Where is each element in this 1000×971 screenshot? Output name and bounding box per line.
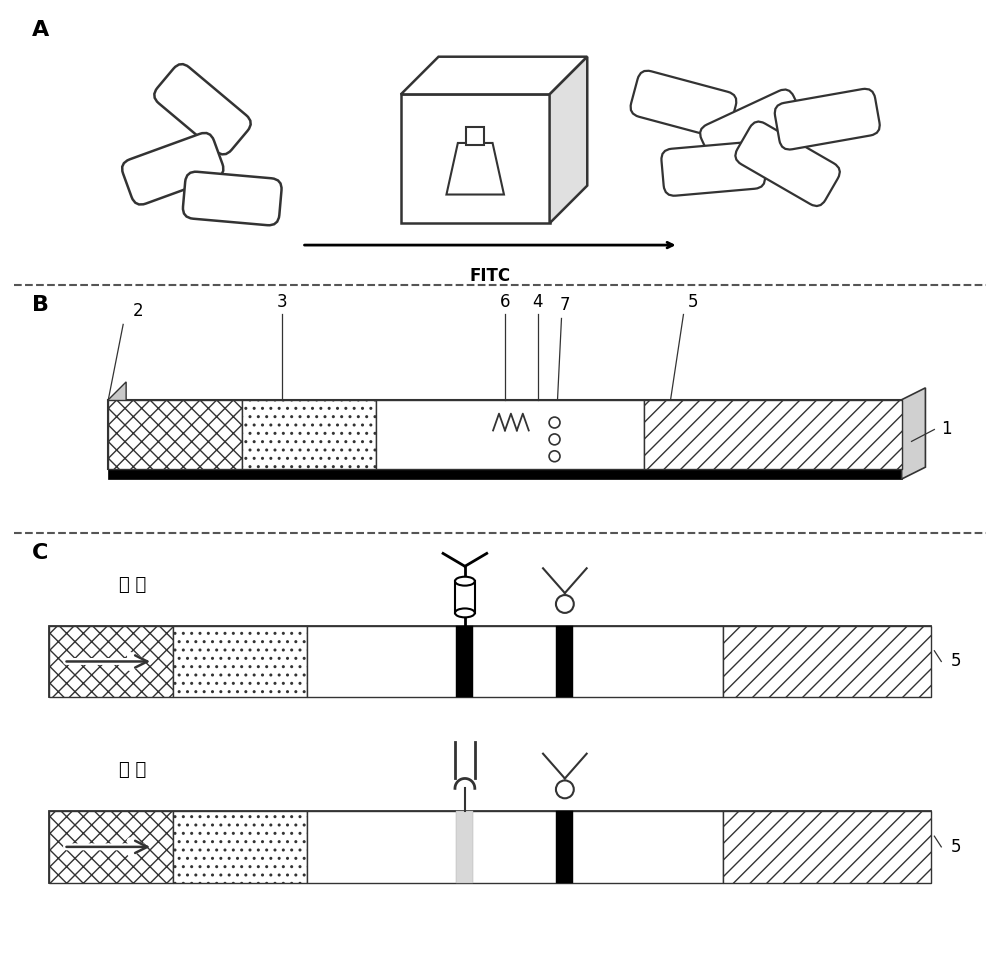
Bar [108, 400, 242, 469]
Bar [723, 625, 931, 697]
Text: 3: 3 [277, 292, 287, 311]
FancyBboxPatch shape [735, 121, 840, 206]
Bar [723, 811, 931, 883]
Polygon shape [902, 387, 925, 479]
Bar [108, 400, 902, 469]
Bar [401, 94, 550, 223]
FancyBboxPatch shape [122, 133, 223, 205]
Text: 阳 性: 阳 性 [119, 576, 147, 594]
Polygon shape [401, 56, 587, 94]
Bar [49, 811, 931, 883]
Bar [173, 811, 307, 883]
FancyBboxPatch shape [661, 142, 765, 196]
Text: FITC: FITC [470, 267, 511, 285]
Bar [49, 811, 173, 883]
Circle shape [549, 418, 560, 428]
Bar [644, 400, 902, 469]
Bar [307, 811, 723, 883]
Circle shape [549, 451, 560, 461]
Text: 5: 5 [688, 292, 699, 311]
Text: 5: 5 [951, 653, 962, 671]
Bar [556, 811, 573, 883]
Text: B: B [32, 294, 49, 315]
Text: A: A [32, 20, 49, 40]
Bar [456, 811, 473, 883]
Bar [108, 465, 902, 479]
Ellipse shape [455, 577, 475, 586]
Bar [307, 625, 723, 697]
Circle shape [549, 434, 560, 445]
Polygon shape [108, 382, 126, 469]
Text: 阴 性: 阴 性 [119, 761, 147, 780]
Text: 2: 2 [133, 302, 143, 320]
FancyBboxPatch shape [775, 88, 880, 150]
FancyBboxPatch shape [700, 89, 806, 169]
Bar [49, 625, 173, 697]
FancyBboxPatch shape [183, 172, 282, 225]
Bar [242, 400, 376, 469]
Text: 1: 1 [941, 420, 952, 439]
Ellipse shape [455, 609, 475, 618]
FancyBboxPatch shape [631, 71, 736, 138]
Bar [376, 400, 644, 469]
Circle shape [556, 595, 574, 613]
FancyBboxPatch shape [154, 64, 251, 154]
Text: C: C [32, 543, 48, 562]
Circle shape [556, 781, 574, 798]
Bar [466, 127, 484, 145]
Bar [556, 625, 573, 697]
Bar [49, 625, 931, 697]
Bar [455, 582, 475, 613]
Bar [456, 625, 473, 697]
Text: 5: 5 [951, 838, 962, 855]
Text: 6: 6 [500, 292, 510, 311]
Text: 4: 4 [532, 292, 543, 311]
Polygon shape [550, 56, 587, 223]
Polygon shape [446, 143, 504, 194]
Bar [173, 625, 307, 697]
Text: 7: 7 [559, 296, 570, 315]
